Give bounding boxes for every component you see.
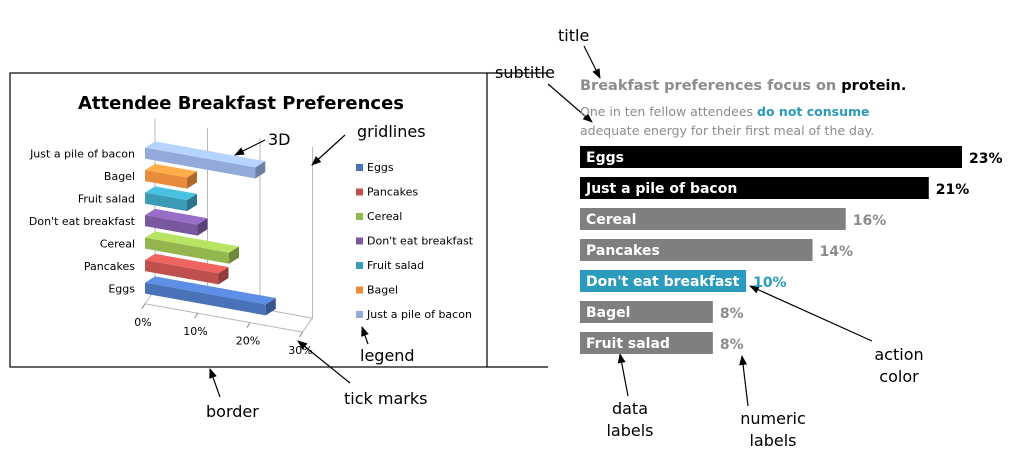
tick-mark — [194, 312, 198, 319]
x-tick-label: 20% — [236, 335, 260, 348]
bar-3d — [145, 208, 208, 236]
legend-label: Don't eat breakfast — [367, 235, 474, 248]
bar-front-face — [145, 215, 198, 236]
legend-label: Eggs — [367, 161, 394, 174]
annotation-arrows — [209, 45, 873, 407]
right-chart-title: Breakfast preferences focus on protein. — [580, 78, 907, 94]
arrow-subtitle — [547, 83, 593, 123]
bar-end-face — [218, 267, 229, 285]
bar-front-face — [145, 237, 229, 264]
bar-top-face — [145, 231, 239, 253]
arrow-3d — [234, 139, 266, 156]
x-tick-label: 0% — [134, 316, 151, 329]
legend-swatch — [356, 213, 363, 220]
bar-3d — [145, 163, 197, 189]
category-label: Pancakes — [84, 260, 135, 273]
arrow-legend — [361, 326, 369, 345]
floor-right-edge — [302, 317, 313, 333]
legend-swatch — [356, 311, 363, 318]
bar-top-face — [145, 163, 197, 178]
floor-front-edge — [144, 303, 303, 333]
bar-3d — [145, 276, 276, 316]
bar-front-face — [145, 260, 219, 285]
tick-mark — [246, 322, 251, 328]
arrow-gridlines — [311, 134, 346, 166]
tick-mark — [299, 331, 303, 338]
category-label: Don't eat breakfast — [29, 215, 136, 228]
bar-front-face — [145, 170, 187, 189]
bar-front-face — [145, 282, 266, 316]
right-chart-subtitle: One in ten fellow attendees do not consu… — [580, 104, 875, 138]
category-labels: Just a pile of bacon Bagel Fruit salad Don'… — [29, 148, 136, 296]
arrow-tick-marks — [297, 340, 351, 384]
legend-swatch — [356, 262, 363, 269]
category-label: Bagel — [104, 170, 135, 183]
bar-end-face — [187, 171, 197, 189]
annotation-3d: 3D — [268, 130, 291, 149]
bar-top-face — [145, 276, 276, 305]
annotation-tick-marks: tick marks — [344, 389, 428, 408]
arrow-data-labels — [617, 353, 629, 397]
bar-top-face — [145, 253, 229, 274]
arrow-title — [583, 45, 601, 79]
legend-swatch — [356, 164, 363, 171]
bar-3d — [145, 186, 197, 212]
legend-swatch — [356, 237, 363, 245]
tick-mark — [141, 303, 146, 310]
bar-3d — [145, 141, 266, 179]
bar-end-face — [229, 246, 239, 264]
chart-border — [9, 72, 488, 368]
category-label: Eggs — [108, 283, 135, 296]
arrow-numeric-labels — [739, 355, 749, 407]
legend-label: Fruit salad — [367, 259, 424, 272]
bar-end-face — [187, 193, 197, 212]
bar-front-face — [145, 147, 256, 179]
annotation-legend: legend — [360, 346, 415, 365]
annotation-action-color: action color — [874, 345, 924, 386]
legend-swatch — [356, 286, 363, 294]
bar-top-face — [145, 186, 197, 201]
legend-swatch — [356, 188, 363, 196]
legend-label: Just a pile of bacon — [366, 308, 472, 321]
annotation-subtitle: subtitle — [495, 63, 555, 82]
legend-label: Pancakes — [367, 186, 418, 199]
legend-label: Bagel — [367, 284, 398, 297]
x-tick-labels: 0%10%20%30% — [134, 303, 313, 357]
category-label: Cereal — [100, 238, 135, 251]
annotation-border: border — [206, 402, 259, 421]
bar-end-face — [197, 218, 208, 236]
bar-top-face — [145, 141, 266, 168]
bar-front-face — [145, 192, 187, 212]
category-label: Fruit salad — [78, 193, 135, 206]
annotation-numeric-labels: numeric labels — [740, 409, 806, 450]
x-tick-label: 10% — [183, 325, 207, 338]
annotation-gridlines: gridlines — [357, 122, 426, 141]
left-chart-title: Attendee Breakfast Preferences — [78, 93, 404, 114]
bar-3d — [145, 253, 229, 285]
annotation-title: title — [558, 26, 590, 45]
arrow-action-color — [749, 285, 873, 342]
legend-label: Cereal — [367, 210, 402, 223]
bar-end-face — [255, 161, 266, 179]
bars-3d — [145, 141, 276, 316]
category-label: Just a pile of bacon — [29, 148, 135, 161]
annotation-data-labels: data labels — [606, 399, 654, 440]
bar-3d — [145, 231, 239, 264]
bar-top-face — [145, 208, 208, 225]
legend: Eggs Pancakes Cereal Don't eat breakfast Fru… — [356, 161, 474, 321]
bar-end-face — [265, 298, 276, 316]
arrow-border — [209, 368, 221, 398]
